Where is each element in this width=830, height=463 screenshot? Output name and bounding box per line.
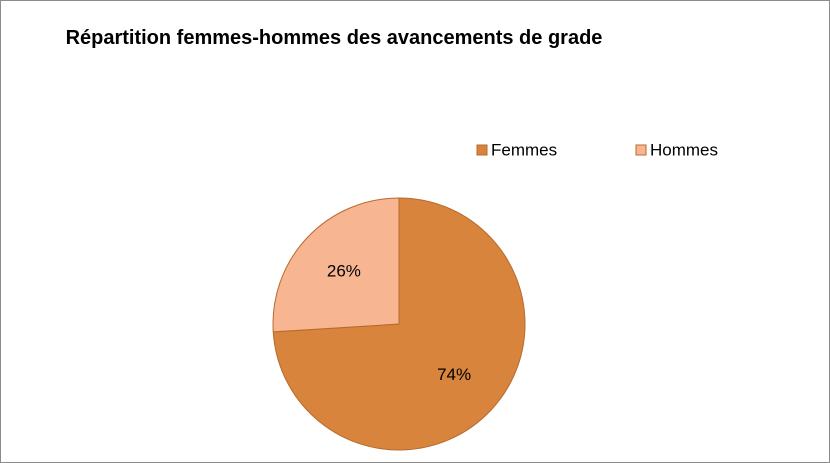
legend-label: Hommes (650, 140, 718, 159)
chart-title: Répartition femmes-hommes des avancement… (65, 27, 603, 49)
data-label: 26% (327, 262, 361, 281)
legend-swatch (635, 144, 647, 156)
data-label: 74% (437, 365, 471, 384)
pie-slice (272, 197, 400, 333)
legend-label: Femmes (491, 140, 557, 159)
legend-swatch (476, 144, 488, 156)
